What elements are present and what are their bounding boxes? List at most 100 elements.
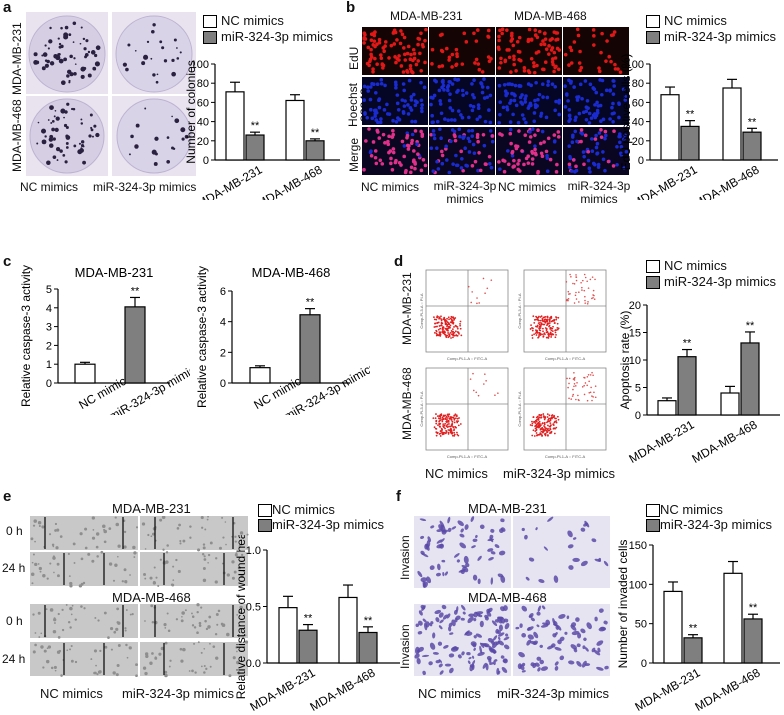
edu-nucleus — [548, 38, 553, 42]
event-dot — [432, 417, 435, 420]
event-dot — [533, 321, 536, 324]
hoechst-nucleus — [529, 103, 533, 108]
cell-texture — [205, 627, 209, 631]
edu-nucleus — [450, 65, 454, 69]
merge-nucleus — [454, 153, 458, 158]
merge-nucleus — [593, 162, 597, 167]
wound-tile — [140, 552, 248, 586]
invaded-cell — [436, 543, 444, 549]
chart-title: MDA-MB-231 — [75, 265, 154, 280]
colony-dot — [41, 128, 47, 134]
invaded-cell — [546, 645, 554, 650]
colony-dot — [50, 121, 53, 124]
invaded-cell — [519, 664, 525, 671]
cell-texture — [87, 552, 91, 556]
hoechst-nucleus — [409, 94, 414, 99]
hoechst-nucleus — [595, 100, 599, 105]
merge-nucleus — [533, 133, 537, 137]
event-dot — [581, 289, 583, 291]
bar — [657, 400, 677, 416]
edu-nucleus — [537, 29, 542, 34]
event-dot — [451, 316, 454, 319]
event-dot — [437, 424, 439, 427]
colony-dot — [66, 69, 72, 75]
merge-nucleus — [409, 141, 414, 145]
cell-texture — [203, 555, 206, 558]
hoechst-nucleus — [617, 102, 621, 106]
cell-texture — [49, 608, 54, 612]
hoechst-nucleus — [480, 90, 485, 95]
cell-texture — [236, 650, 238, 653]
invaded-cell — [440, 538, 445, 543]
cell-texture — [215, 656, 219, 660]
hoechst-nucleus — [475, 117, 480, 122]
invaded-cell — [558, 614, 566, 619]
edu-nucleus — [505, 28, 509, 32]
cell-texture — [226, 573, 230, 577]
merge-nucleus — [463, 146, 467, 151]
legend-d-nc-swatch — [646, 260, 660, 273]
y-tick-label: 0.5 — [246, 602, 261, 614]
hoechst-nucleus — [575, 98, 580, 102]
merge-nucleus — [538, 141, 543, 146]
hoechst-nucleus — [498, 100, 503, 104]
hoechst-nucleus — [610, 111, 615, 116]
event-dot — [535, 424, 538, 427]
hoechst-nucleus — [429, 95, 433, 100]
hoechst-nucleus — [433, 78, 437, 83]
hoechst-nucleus — [464, 91, 469, 95]
invaded-cell — [536, 611, 541, 616]
edu-nucleus — [395, 38, 399, 42]
cell-texture — [103, 540, 107, 544]
event-dot — [589, 391, 592, 394]
cell-texture — [90, 658, 93, 661]
invaded-cell — [500, 518, 505, 523]
y-tick-label: 4 — [220, 317, 226, 329]
invaded-cell — [584, 663, 591, 667]
merge-nucleus — [497, 160, 501, 164]
event-dot — [531, 424, 534, 427]
hoechst-nucleus — [379, 78, 384, 82]
event-dot — [543, 320, 546, 323]
cell-texture — [196, 631, 199, 635]
merge-nucleus — [440, 149, 444, 154]
y-tick-label: 0.0 — [246, 658, 261, 670]
hoechst-nucleus — [501, 105, 506, 110]
cell-texture — [202, 543, 206, 546]
colony-dot — [94, 53, 98, 58]
colony-dot — [159, 40, 163, 44]
cell-texture — [239, 605, 243, 610]
event-dot — [440, 321, 443, 324]
event-dot — [448, 423, 450, 425]
hoechst-nucleus — [584, 105, 589, 109]
cell-texture — [203, 671, 206, 674]
cell-texture — [167, 629, 171, 632]
event-dot — [547, 424, 549, 427]
colony-dot — [134, 49, 137, 52]
colony-dot — [166, 136, 170, 139]
merge-nucleus — [477, 150, 481, 155]
cell-texture — [69, 626, 72, 629]
edu-nucleus — [497, 47, 501, 52]
hoechst-nucleus — [593, 115, 598, 120]
colony-dot — [53, 54, 58, 59]
cell-texture — [33, 519, 37, 523]
merge-nucleus — [451, 162, 455, 166]
hoechst-nucleus — [611, 79, 616, 83]
edu-nucleus — [368, 59, 372, 64]
hoechst-nucleus — [453, 118, 457, 122]
merge-nucleus — [460, 156, 464, 161]
event-dot — [545, 327, 548, 330]
edu-nucleus — [412, 56, 417, 61]
event-dot — [567, 386, 569, 389]
legend-e-nc-label: NC mimics — [272, 502, 335, 517]
hoechst-nucleus — [587, 121, 592, 125]
edu-nucleus — [555, 31, 560, 35]
edu-nucleus — [547, 44, 551, 48]
colony-dot — [91, 135, 94, 138]
cell-texture — [68, 575, 71, 578]
edu-nucleus — [379, 56, 384, 61]
invaded-cell — [530, 662, 535, 667]
invaded-cell — [497, 632, 505, 637]
hoechst-nucleus — [529, 83, 533, 88]
